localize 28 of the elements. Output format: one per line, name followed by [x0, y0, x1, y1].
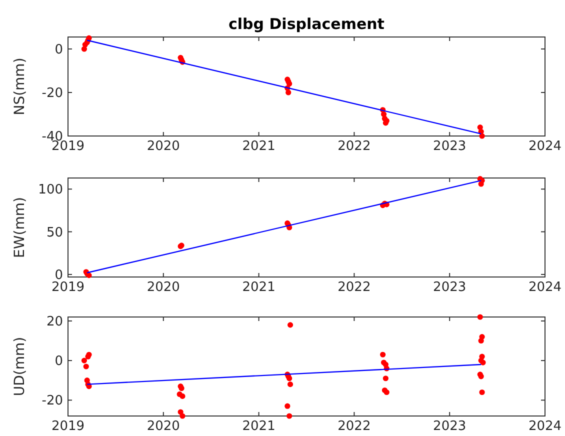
y-tick-label: 20	[46, 314, 63, 330]
x-tick-label: 2021	[242, 280, 276, 295]
y-tick-label: 0	[54, 354, 63, 370]
x-tick-label: 2020	[146, 280, 180, 295]
x-tick-label: 2020	[146, 419, 180, 434]
x-tick-label: 2023	[433, 419, 466, 434]
x-tick-label: 2024	[528, 280, 562, 295]
y-axis-title: UD(mm)	[12, 336, 28, 396]
y-tick-label: 50	[46, 225, 63, 240]
chart-title: clbg Displacement	[228, 15, 384, 33]
x-tick-label: 2024	[528, 419, 562, 434]
x-tick-label: 2022	[338, 139, 371, 154]
x-tick-label: 2020	[146, 139, 180, 154]
x-tick-label: 2021	[242, 139, 276, 154]
x-tick-label: 2021	[242, 419, 276, 434]
x-tick-label: 2019	[51, 280, 85, 295]
y-tick-label: -20	[42, 86, 63, 101]
y-tick-label: 100	[38, 182, 63, 198]
x-tick-label: 2022	[338, 280, 371, 295]
x-tick-label: 2023	[433, 280, 466, 295]
x-tick-label: 2019	[51, 419, 85, 434]
x-tick-label: 2024	[528, 139, 562, 154]
y-axis-title: EW(mm)	[12, 197, 28, 258]
x-tick-label: 2023	[433, 139, 466, 154]
y-tick-label: 0	[54, 42, 63, 58]
x-tick-label: 2022	[338, 419, 371, 434]
y-tick-label: -20	[42, 394, 63, 409]
y-axis-title: NS(mm)	[12, 58, 28, 116]
